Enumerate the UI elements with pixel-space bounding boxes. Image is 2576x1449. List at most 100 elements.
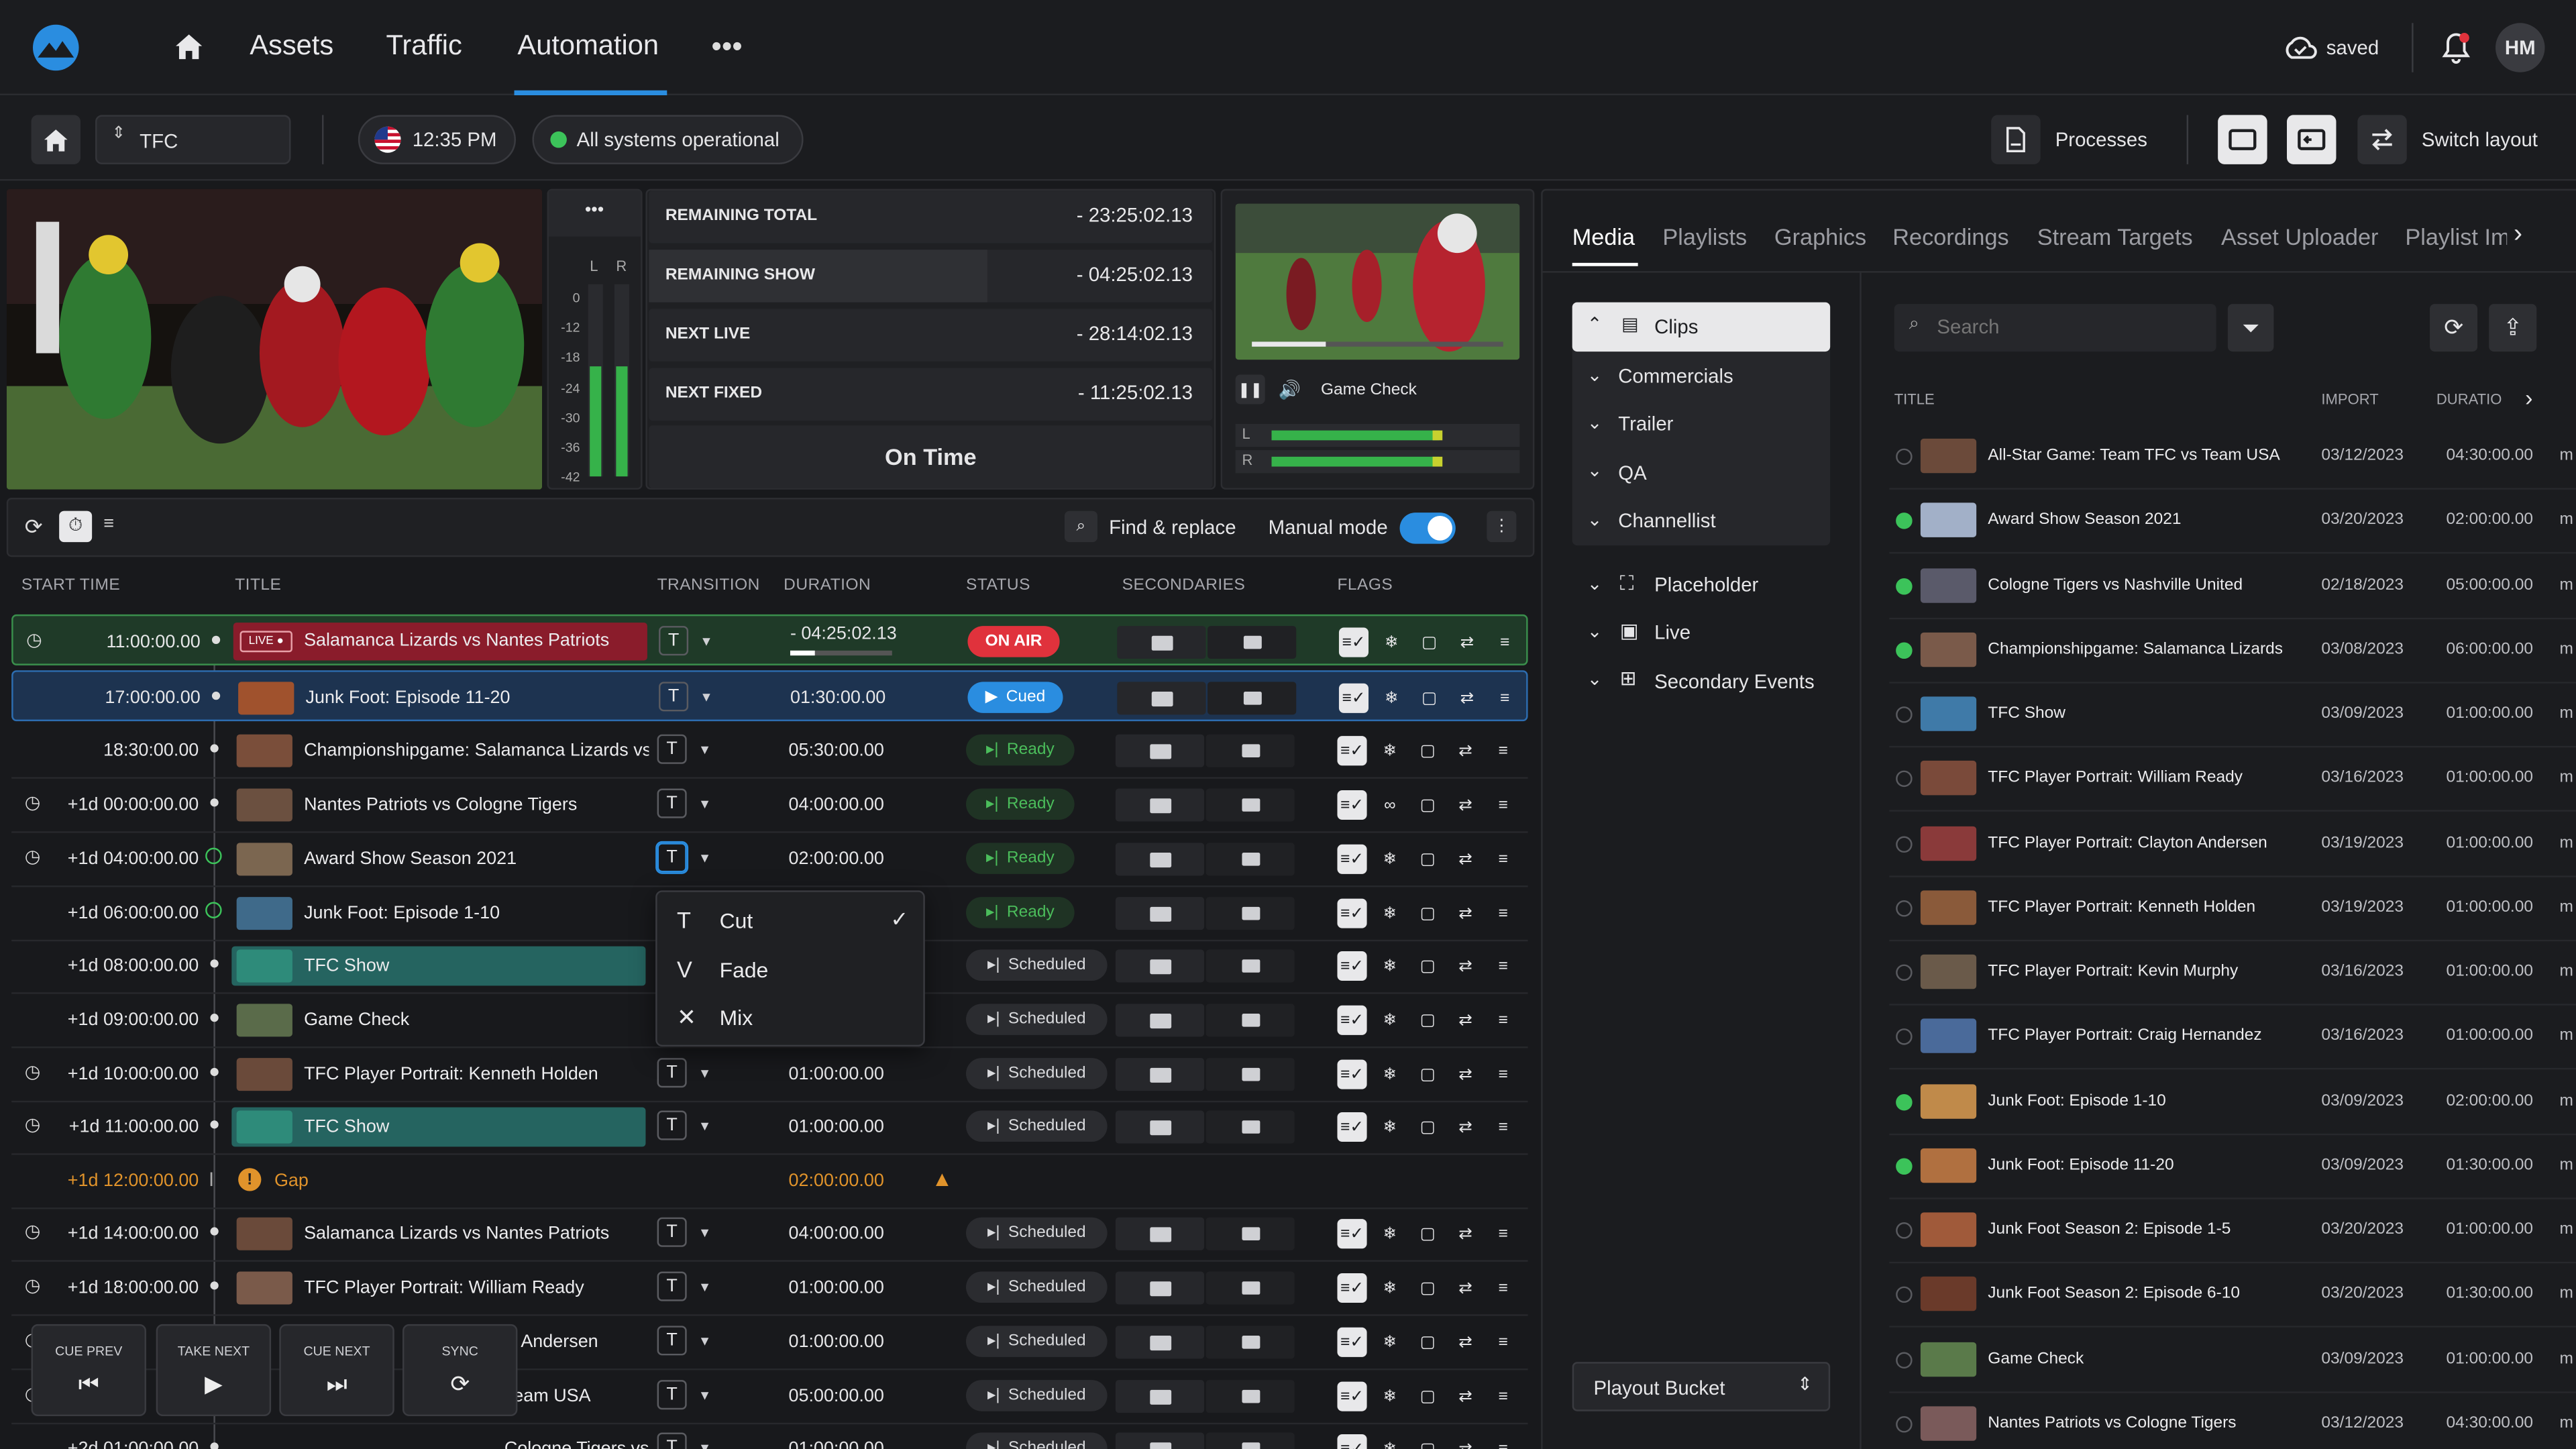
layout-single-button[interactable] — [2218, 115, 2267, 164]
start-time-cell[interactable]: +1d 14:00:00.00 — [11, 1224, 199, 1244]
notes-flag-icon[interactable]: ≡✓ — [1337, 898, 1367, 928]
tab-media[interactable]: Media — [1572, 223, 1635, 250]
transition-cut-button[interactable]: T — [657, 734, 687, 764]
secondary-event-slot[interactable] — [1115, 734, 1205, 767]
media-col-title[interactable]: TITLE — [1894, 390, 1935, 408]
stop-flag-icon[interactable]: ▢ — [1419, 741, 1436, 760]
subtitle-slot[interactable] — [1232, 735, 1269, 767]
playlist-row[interactable]: ◷ +1d 11:00:00.00 TFC Show T ▼ 01:00:00.00 ▸| S… — [11, 1101, 1528, 1155]
freeze-flag-icon[interactable]: ❄ — [1383, 1387, 1397, 1406]
repeat-flag-icon[interactable]: ⇄ — [1450, 1434, 1480, 1449]
notes-flag-icon[interactable]: ≡✓ — [1337, 1112, 1367, 1142]
subtitle-slot[interactable] — [1232, 897, 1269, 930]
list-icon[interactable]: ≡ — [103, 514, 115, 534]
row-title[interactable]: TFC Player Portrait: William Ready — [304, 1278, 584, 1298]
chevron-down-icon[interactable]: ▼ — [698, 1225, 712, 1240]
col-status[interactable]: STATUS — [966, 576, 1030, 595]
notes-flag-icon[interactable]: ≡✓ — [1338, 627, 1369, 657]
sync-button[interactable]: SYNC ⟳ — [402, 1324, 518, 1417]
freeze-flag-icon[interactable]: ❄ — [1385, 689, 1399, 708]
channel-select[interactable]: ⇕ TFC — [95, 115, 291, 164]
repeat-flag-icon[interactable]: ⇄ — [1458, 1387, 1472, 1406]
secondary-event-slot[interactable] — [1115, 949, 1205, 983]
transition-cut-button[interactable]: T — [659, 682, 689, 712]
tree-item-trailer[interactable]: Trailer — [1618, 412, 1674, 435]
notes-flag-icon[interactable]: ≡✓ — [1337, 1381, 1367, 1411]
nav-tab-traffic[interactable]: Traffic — [386, 30, 462, 61]
secondary-event-slot[interactable] — [1115, 1058, 1205, 1091]
transition-option-mix[interactable]: Mix — [719, 1005, 753, 1030]
stop-flag-icon[interactable]: ▢ — [1419, 904, 1436, 923]
subtitle-slot[interactable] — [1234, 626, 1270, 659]
start-time-cell[interactable]: +1d 00:00:00.00 — [11, 795, 199, 814]
secondary-event-slot[interactable] — [1115, 1217, 1205, 1250]
meter-menu-button[interactable] — [548, 191, 641, 237]
transition-cut-button[interactable]: T — [657, 1326, 687, 1356]
transition-cut-button[interactable]: T — [657, 843, 687, 873]
pause-icon[interactable]: ❚❚ — [1235, 374, 1265, 405]
loop-flag-icon[interactable]: ∞ — [1384, 796, 1396, 814]
bell-icon[interactable] — [2441, 32, 2471, 64]
freeze-flag-icon[interactable]: ❄ — [1383, 1011, 1397, 1030]
subtitle-slot[interactable] — [1234, 682, 1270, 714]
freeze-flag-icon[interactable]: ❄ — [1375, 1434, 1405, 1449]
stop-flag-icon[interactable]: ▢ — [1419, 1118, 1436, 1136]
stop-flag-icon[interactable]: ▢ — [1419, 1387, 1436, 1406]
chevron-down-icon[interactable]: ▼ — [700, 690, 713, 705]
transition-option-cut[interactable]: Cut — [719, 908, 753, 934]
stop-flag-icon[interactable]: ▢ — [1413, 1434, 1442, 1449]
menu-flag-icon[interactable]: ≡ — [1489, 1434, 1518, 1449]
transition-cut-button[interactable]: T — [659, 626, 689, 656]
media-row[interactable]: Junk Foot Season 2: Episode 1-5 03/20/20… — [1889, 1199, 2576, 1264]
col-flags[interactable]: FLAGS — [1337, 576, 1393, 595]
transition-cut-button[interactable]: T — [657, 1058, 687, 1088]
subtitle-slot[interactable] — [1232, 843, 1269, 875]
stop-flag-icon[interactable]: ▢ — [1419, 1279, 1436, 1297]
playlist-row[interactable]: 17:00:00.00 Junk Foot: Episode 11-20 T ▼ 01:… — [11, 670, 1528, 722]
media-row[interactable]: Junk Foot Season 2: Episode 6-10 03/20/2… — [1889, 1264, 2576, 1328]
stop-flag-icon[interactable]: ▢ — [1421, 633, 1438, 652]
notes-flag-icon[interactable]: ≡✓ — [1338, 683, 1369, 713]
tab-graphics[interactable]: Graphics — [1774, 223, 1867, 250]
playlist-row[interactable]: ◷ +1d 18:00:00.00 TFC Player Portrait: Wil… — [11, 1262, 1528, 1316]
row-title[interactable]: TFC Player Portrait: Kenneth Holden — [304, 1064, 598, 1085]
tree-item-placeholder[interactable]: Placeholder — [1654, 573, 1759, 596]
tab-asset-uploader[interactable]: Asset Uploader — [2221, 223, 2379, 250]
home-icon[interactable] — [174, 33, 204, 61]
row-title[interactable]: Andersen — [521, 1332, 598, 1352]
freeze-flag-icon[interactable]: ❄ — [1383, 741, 1397, 760]
menu-flag-icon[interactable]: ≡ — [1498, 1333, 1508, 1352]
freeze-flag-icon[interactable]: ❄ — [1383, 1224, 1397, 1243]
chevron-down-icon[interactable]: ▼ — [698, 1118, 712, 1134]
menu-flag-icon[interactable]: ≡ — [1498, 741, 1508, 760]
filter-icon[interactable]: ⏷ — [2227, 304, 2274, 352]
notes-flag-icon[interactable]: ≡✓ — [1337, 1327, 1367, 1357]
tree-item-qa[interactable]: QA — [1618, 462, 1647, 485]
chevron-down-icon[interactable]: ⌄ — [1587, 670, 1603, 690]
media-row[interactable]: TFC Show 03/09/2023 01:00:00.00 m — [1889, 684, 2576, 748]
app-logo[interactable] — [30, 23, 82, 72]
tree-item-live[interactable]: Live — [1654, 621, 1691, 645]
menu-flag-icon[interactable]: ≡ — [1498, 904, 1508, 923]
notes-flag-icon[interactable]: ≡✓ — [1337, 736, 1367, 766]
secondary-event-slot[interactable] — [1115, 1004, 1205, 1037]
home-button[interactable] — [31, 115, 81, 164]
playout-bucket-select[interactable]: Playout Bucket ⇕ — [1572, 1362, 1831, 1411]
playlist-row[interactable]: ◷ +1d 00:00:00.00 Nantes Patriots vs Colog… — [11, 779, 1528, 833]
tree-item-secondary-events[interactable]: Secondary Events — [1654, 670, 1815, 694]
volume-icon[interactable]: 🔊 — [1278, 380, 1301, 400]
media-col-import[interactable]: IMPORT — [2321, 390, 2379, 408]
playlist-row[interactable]: ◷ 11:00:00.00 LIVE ● Salamanca Lizards vs … — [11, 614, 1528, 665]
repeat-flag-icon[interactable]: ⇄ — [1460, 689, 1474, 708]
secondary-event-slot[interactable] — [1115, 1380, 1205, 1413]
chevron-right-icon[interactable]: › — [2513, 220, 2523, 248]
system-status-pill[interactable]: All systems operational — [532, 115, 804, 164]
repeat-flag-icon[interactable]: ⇄ — [1458, 1333, 1472, 1352]
subtitle-slot[interactable] — [1232, 1380, 1269, 1413]
menu-flag-icon[interactable]: ≡ — [1498, 1387, 1508, 1406]
nav-tab-assets[interactable]: Assets — [250, 30, 334, 61]
chevron-down-icon[interactable]: ⌄ — [1587, 462, 1603, 482]
take-next-button[interactable]: TAKE NEXT ▶ — [156, 1324, 272, 1417]
transition-cut-button[interactable]: T — [657, 1271, 687, 1301]
menu-flag-icon[interactable]: ≡ — [1500, 689, 1510, 708]
